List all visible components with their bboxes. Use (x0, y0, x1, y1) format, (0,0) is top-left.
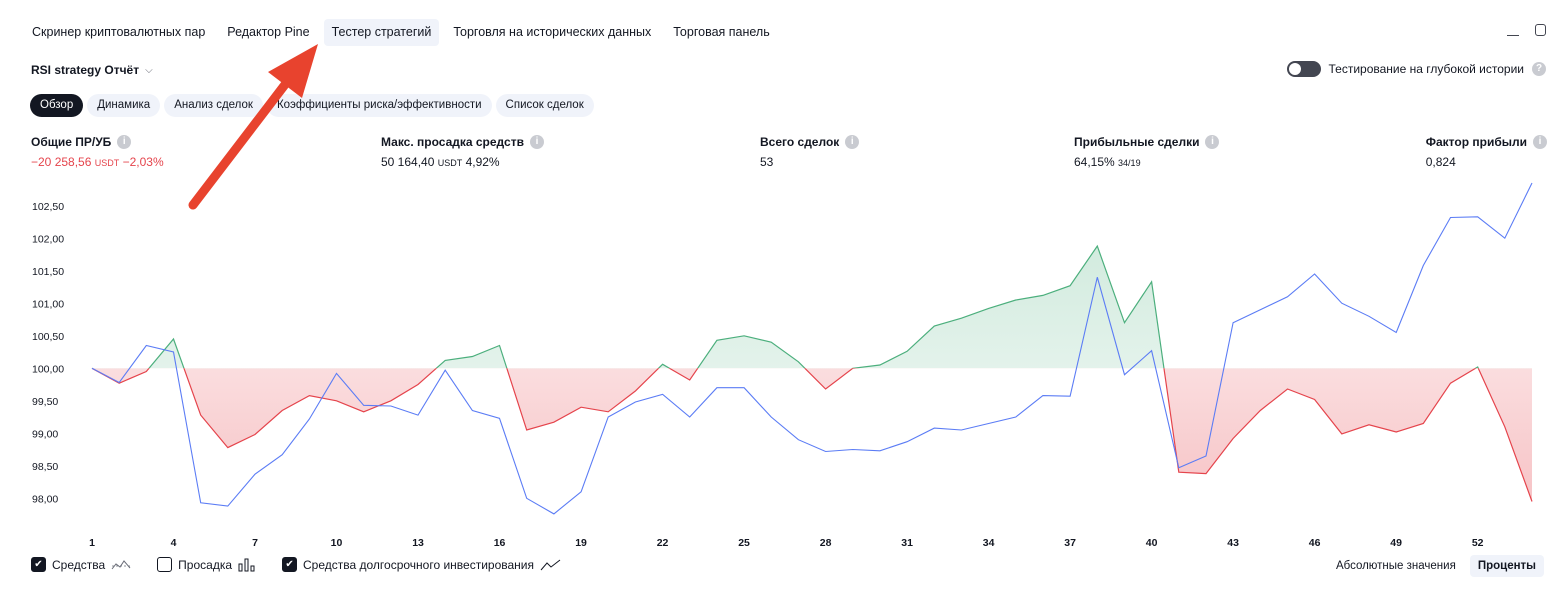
stat-profitable-trades: Прибыльные сделки i 64,15% 34/19 (1074, 135, 1220, 169)
stat-net-pnl: Общие ПР/УБ i −20 258,56 USDT −2,03% (31, 135, 164, 169)
legend-buyhold-label: Средства долгосрочного инвестирования (303, 557, 535, 572)
stat-label: Фактор прибыли (1425, 135, 1527, 149)
x-tick-label: 19 (575, 537, 587, 549)
equity-area-gain (149, 246, 1479, 369)
stat-total-trades: Всего сделок i 53 (760, 135, 860, 169)
tab-strategy-tester[interactable]: Тестер стратегий (323, 19, 440, 46)
x-tick-label: 7 (252, 537, 258, 549)
stat-label: Макс. просадка средств (381, 135, 524, 149)
y-tick-label: 99,50 (32, 396, 58, 408)
stat-value: 53 (760, 155, 774, 169)
info-icon[interactable]: i (1533, 135, 1547, 149)
x-tick-label: 37 (1064, 537, 1076, 549)
info-icon[interactable]: i (117, 135, 132, 149)
x-tick-label: 25 (738, 537, 750, 549)
units-switch: Абсолютные значения Проценты (1328, 555, 1544, 577)
top-navigation: Скринер криптовалютных пар Редактор Pine… (24, 19, 778, 46)
y-tick-label: 101,50 (32, 266, 64, 278)
buyhold-line-icon (540, 559, 561, 570)
x-tick-label: 34 (983, 537, 995, 549)
x-tick-label: 49 (1390, 537, 1402, 549)
stat-unit: USDT (437, 158, 463, 168)
equity-area-loss (92, 368, 1532, 502)
panel-window-controls (1507, 24, 1546, 36)
x-tick-label: 16 (494, 537, 506, 549)
legend-equity[interactable]: ✔ Средства (31, 557, 131, 572)
y-tick-label: 99,00 (32, 428, 58, 440)
x-tick-label: 40 (1146, 537, 1158, 549)
toggle-knob (1288, 63, 1301, 75)
drawdown-bars-icon (238, 558, 255, 571)
stat-value: 0,824 (1425, 155, 1456, 169)
x-tick-label: 10 (331, 537, 343, 549)
buyhold-line (91, 182, 1533, 515)
y-tick-label: 98,00 (32, 493, 58, 505)
y-tick-label: 100,00 (32, 363, 64, 375)
deep-history-label: Тестирование на глубокой истории (1328, 62, 1524, 76)
x-tick-label: 1 (89, 537, 95, 549)
info-icon[interactable]: i (845, 135, 860, 149)
tab-trading-panel[interactable]: Торговая панель (673, 25, 770, 39)
stat-percent: 4,92% (465, 155, 500, 169)
info-icon[interactable]: i (1205, 135, 1220, 149)
chart-legend: ✔ Средства Просадка ✔ Средства долгосроч… (31, 557, 562, 572)
minimize-icon[interactable] (1507, 24, 1519, 36)
tab-pine-editor[interactable]: Редактор Pine (227, 25, 310, 39)
x-tick-label: 43 (1227, 537, 1239, 549)
x-tick-label: 52 (1472, 537, 1484, 549)
x-tick-label: 46 (1309, 537, 1321, 549)
legend-drawdown-label: Просадка (178, 557, 233, 572)
stat-value: 64,15% (1074, 155, 1115, 169)
stat-label: Общие ПР/УБ (31, 135, 112, 149)
stat-max-drawdown: Макс. просадка средств i 50 164,40 USDT 4… (381, 135, 544, 169)
y-tick-label: 98,50 (32, 461, 58, 473)
stat-label: Прибыльные сделки (1074, 135, 1200, 149)
equity-line-loss (91, 368, 1533, 502)
checkbox-checked-icon[interactable]: ✔ (31, 557, 46, 572)
x-tick-label: 28 (820, 537, 832, 549)
checkbox-unchecked-icon[interactable] (157, 557, 173, 572)
checkbox-checked-icon[interactable]: ✔ (282, 557, 298, 572)
x-tick-label: 31 (901, 537, 913, 549)
subtab-trade-list[interactable]: Список сделок (495, 94, 594, 117)
stat-value: −20 258,56 (31, 155, 92, 169)
subtab-dynamics[interactable]: Динамика (87, 94, 161, 117)
tab-crypto-screener[interactable]: Скринер криптовалютных пар (32, 25, 206, 39)
deep-history-toggle[interactable] (1286, 61, 1321, 77)
equity-line-icon (111, 559, 131, 569)
y-tick-label: 100,50 (32, 331, 64, 343)
chevron-down-icon: ⌵ (145, 64, 153, 76)
report-title: RSI strategy Отчёт (31, 63, 140, 77)
maximize-icon[interactable] (1535, 24, 1546, 36)
y-tick-label: 102,00 (32, 233, 64, 245)
report-title-dropdown[interactable]: RSI strategy Отчёт ⌵ (31, 63, 153, 77)
legend-equity-label: Средства (52, 557, 106, 572)
x-tick-label: 4 (171, 537, 177, 549)
tab-replay-trading[interactable]: Торговля на исторических данных (453, 25, 652, 39)
units-percent-button[interactable]: Проценты (1469, 555, 1544, 577)
subtab-overview[interactable]: Обзор (30, 94, 84, 117)
deep-history-control: Тестирование на глубокой истории ? (1286, 61, 1546, 77)
stat-value: 50 164,40 (381, 155, 435, 169)
y-tick-label: 101,00 (32, 298, 64, 310)
stat-percent: −2,03% (122, 155, 164, 169)
stat-ratio: 34/19 (1118, 158, 1141, 168)
subtab-risk-ratios[interactable]: Коэффициенты риска/эффективности (266, 94, 492, 117)
y-tick-label: 102,50 (32, 201, 64, 213)
help-icon[interactable]: ? (1532, 62, 1546, 76)
legend-buyhold[interactable]: ✔ Средства долгосрочного инвестирования (282, 557, 562, 572)
legend-drawdown[interactable]: Просадка (157, 557, 256, 572)
info-icon[interactable]: i (529, 135, 544, 149)
x-tick-label: 13 (412, 537, 424, 549)
stat-profit-factor: Фактор прибыли i 0,824 (1426, 135, 1547, 169)
stat-unit: USDT (94, 158, 120, 168)
x-tick-label: 22 (657, 537, 669, 549)
units-absolute-button[interactable]: Абсолютные значения (1335, 560, 1456, 572)
stat-label: Всего сделок (760, 135, 840, 149)
